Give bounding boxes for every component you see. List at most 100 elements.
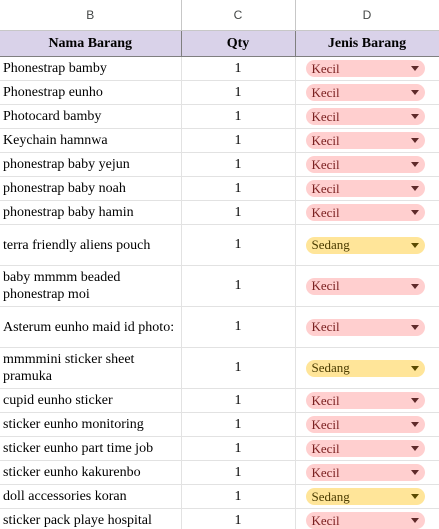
table-row: Phonestrap eunho 1 Kecil xyxy=(0,80,439,105)
cell-nama-barang[interactable]: terra friendly aliens pouch xyxy=(0,224,182,266)
chevron-down-icon[interactable] xyxy=(410,470,419,475)
jenis-dropdown-chip[interactable]: Kecil xyxy=(305,512,425,529)
jenis-dropdown-chip[interactable]: Kecil xyxy=(305,108,425,125)
cell-jenis-barang[interactable]: Kecil xyxy=(295,306,439,348)
chevron-down-icon[interactable] xyxy=(410,494,419,499)
jenis-dropdown-chip[interactable]: Kecil xyxy=(305,180,425,197)
cell-jenis-barang[interactable]: Kecil xyxy=(295,56,439,81)
cell-jenis-barang[interactable]: Kecil xyxy=(295,265,439,307)
cell-qty[interactable]: 1 xyxy=(181,265,296,307)
chevron-down-icon[interactable] xyxy=(410,66,419,71)
cell-jenis-barang[interactable]: Sedang xyxy=(295,224,439,266)
cell-nama-barang[interactable]: cupid eunho sticker xyxy=(0,388,182,413)
jenis-dropdown-chip[interactable]: Kecil xyxy=(305,464,425,481)
cell-qty[interactable]: 1 xyxy=(181,508,296,529)
cell-qty[interactable]: 1 xyxy=(181,436,296,461)
cell-qty[interactable]: 1 xyxy=(181,224,296,266)
cell-qty[interactable]: 1 xyxy=(181,56,296,81)
column-header-row: B C D xyxy=(0,0,439,31)
jenis-dropdown-chip[interactable]: Sedang xyxy=(305,236,425,254)
chevron-down-icon[interactable] xyxy=(410,283,419,289)
cell-nama-barang[interactable]: sticker eunho part time job xyxy=(0,436,182,461)
cell-jenis-barang[interactable]: Kecil xyxy=(295,152,439,177)
cell-jenis-barang[interactable]: Kecil xyxy=(295,436,439,461)
cell-nama-barang[interactable]: phonestrap baby noah xyxy=(0,176,182,201)
cell-jenis-barang[interactable]: Kecil xyxy=(295,460,439,485)
cell-nama-barang[interactable]: sticker pack playe hospital xyxy=(0,508,182,529)
chevron-down-icon[interactable] xyxy=(410,138,419,143)
chevron-down-icon[interactable] xyxy=(410,324,419,330)
cell-jenis-barang[interactable]: Kecil xyxy=(295,128,439,153)
jenis-dropdown-chip[interactable]: Kecil xyxy=(305,440,425,457)
cell-qty[interactable]: 1 xyxy=(181,128,296,153)
jenis-dropdown-chip[interactable]: Kecil xyxy=(305,60,425,77)
column-header-b[interactable]: B xyxy=(0,0,182,31)
chevron-down-icon[interactable] xyxy=(410,398,419,403)
cell-nama-barang[interactable]: Photocard bamby xyxy=(0,104,182,129)
cell-nama-barang[interactable]: phonestrap baby hamin xyxy=(0,200,182,225)
cell-nama-barang[interactable]: doll accessories koran xyxy=(0,484,182,509)
cell-jenis-barang[interactable]: Kecil xyxy=(295,104,439,129)
cell-jenis-barang[interactable]: Kecil xyxy=(295,508,439,529)
chevron-down-icon[interactable] xyxy=(410,186,419,191)
table-row: cupid eunho sticker 1 Kecil xyxy=(0,388,439,413)
chevron-down-icon[interactable] xyxy=(410,162,419,167)
chevron-down-icon[interactable] xyxy=(410,518,419,523)
jenis-dropdown-chip[interactable]: Kecil xyxy=(305,392,425,409)
cell-qty[interactable]: 1 xyxy=(181,484,296,509)
jenis-dropdown-chip[interactable]: Kecil xyxy=(305,277,425,295)
chevron-down-icon[interactable] xyxy=(410,242,419,248)
cell-qty[interactable]: 1 xyxy=(181,152,296,177)
jenis-dropdown-chip[interactable]: Kecil xyxy=(305,318,425,336)
cell-nama-barang[interactable]: sticker eunho monitoring xyxy=(0,412,182,437)
chevron-down-icon[interactable] xyxy=(410,446,419,451)
jenis-dropdown-chip[interactable]: Sedang xyxy=(305,488,425,505)
cell-nama-barang[interactable]: baby mmmm beaded phonestrap moi xyxy=(0,265,182,307)
cell-nama-barang[interactable]: Asterum eunho maid id photo: xyxy=(0,306,182,348)
cell-jenis-barang[interactable]: Sedang xyxy=(295,347,439,389)
chevron-down-icon[interactable] xyxy=(410,365,419,371)
cell-nama-barang[interactable]: sticker eunho kakurenbo xyxy=(0,460,182,485)
cell-qty[interactable]: 1 xyxy=(181,388,296,413)
cell-qty[interactable]: 1 xyxy=(181,412,296,437)
chip-label: Kecil xyxy=(311,132,340,148)
table-row: sticker pack playe hospital 1 Kecil xyxy=(0,508,439,529)
cell-nama-barang[interactable]: mmmmini sticker sheet pramuka xyxy=(0,347,182,389)
cell-qty[interactable]: 1 xyxy=(181,200,296,225)
cell-jenis-barang[interactable]: Kecil xyxy=(295,200,439,225)
cell-nama-barang[interactable]: Phonestrap bamby xyxy=(0,56,182,81)
cell-qty[interactable]: 1 xyxy=(181,176,296,201)
cell-qty[interactable]: 1 xyxy=(181,104,296,129)
chevron-down-icon[interactable] xyxy=(410,114,419,119)
cell-jenis-barang[interactable]: Kecil xyxy=(295,388,439,413)
cell-nama-barang[interactable]: phonestrap baby yejun xyxy=(0,152,182,177)
cell-qty[interactable]: 1 xyxy=(181,347,296,389)
cell-qty[interactable]: 1 xyxy=(181,306,296,348)
cell-nama-barang[interactable]: Phonestrap eunho xyxy=(0,80,182,105)
jenis-dropdown-chip[interactable]: Kecil xyxy=(305,84,425,101)
table-row: baby mmmm beaded phonestrap moi 1 Kecil xyxy=(0,265,439,307)
jenis-dropdown-chip[interactable]: Kecil xyxy=(305,204,425,221)
chevron-down-icon[interactable] xyxy=(410,90,419,95)
jenis-dropdown-chip[interactable]: Kecil xyxy=(305,156,425,173)
chip-label: Kecil xyxy=(311,319,340,334)
chevron-down-icon[interactable] xyxy=(410,422,419,427)
column-header-d[interactable]: D xyxy=(295,0,439,31)
cell-nama-barang[interactable]: Keychain hamnwa xyxy=(0,128,182,153)
column-header-c[interactable]: C xyxy=(181,0,296,31)
header-nama-barang[interactable]: Nama Barang xyxy=(0,30,182,57)
table-row: sticker eunho monitoring 1 Kecil xyxy=(0,412,439,437)
cell-qty[interactable]: 1 xyxy=(181,80,296,105)
header-jenis-barang[interactable]: Jenis Barang xyxy=(295,30,439,57)
header-qty[interactable]: Qty xyxy=(181,30,296,57)
jenis-dropdown-chip[interactable]: Kecil xyxy=(305,416,425,433)
cell-jenis-barang[interactable]: Kecil xyxy=(295,412,439,437)
chevron-down-icon[interactable] xyxy=(410,210,419,215)
jenis-dropdown-chip[interactable]: Kecil xyxy=(305,132,425,149)
jenis-dropdown-chip[interactable]: Sedang xyxy=(305,359,425,377)
cell-qty[interactable]: 1 xyxy=(181,460,296,485)
cell-jenis-barang[interactable]: Kecil xyxy=(295,176,439,201)
cell-jenis-barang[interactable]: Sedang xyxy=(295,484,439,509)
cell-jenis-barang[interactable]: Kecil xyxy=(295,80,439,105)
